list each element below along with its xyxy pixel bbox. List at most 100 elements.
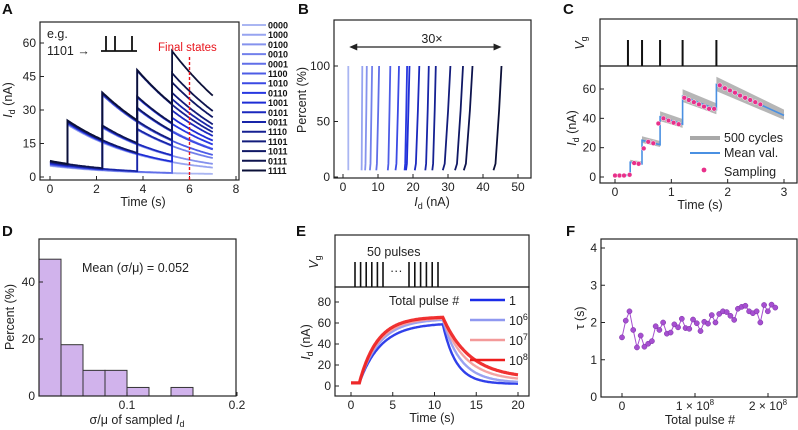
c-vg-sub: g: [579, 36, 589, 41]
f-tau-point: [768, 301, 775, 308]
c-y-tick-label: 40: [583, 111, 597, 125]
b-arrow-label: 30×: [421, 32, 442, 46]
f-tau-point: [693, 320, 700, 327]
d-y-tick-label: 20: [22, 332, 36, 346]
e-y-tick-label: 20: [318, 358, 332, 372]
b-xlabel-sub: d: [418, 201, 423, 211]
b-series-0101: [413, 65, 421, 171]
c-ylabel-main: I: [565, 142, 579, 146]
c-sampling-point: [676, 121, 682, 127]
c-sampling-point: [691, 99, 697, 105]
a-legend-label: 1000: [268, 30, 288, 40]
d-histogram-bar: [60, 344, 84, 397]
c-sampling-point: [752, 99, 758, 105]
e-vg-main: V: [307, 259, 321, 269]
f-tau-point: [697, 328, 704, 334]
f-tau-point: [675, 324, 681, 331]
c-plot-area: [599, 65, 798, 184]
c-legend-cycles: 500 cycles: [724, 131, 783, 145]
c-sampling-point: [665, 117, 672, 124]
c-sampling-point: [732, 90, 738, 96]
c-sampling-point: [670, 120, 677, 126]
b-x-tick-label: 0: [340, 180, 347, 194]
e-pulses-label: 50 pulses: [367, 245, 421, 259]
f-tau-point: [641, 343, 648, 350]
c-xlabel: Time (s): [677, 198, 722, 212]
a-series-0110: [49, 95, 214, 171]
e-ylabel-main: I: [299, 356, 313, 360]
f-tau-point: [626, 308, 633, 315]
e-legend-label-base: 1: [509, 294, 516, 308]
b-series-0100: [364, 65, 368, 171]
e-ellipsis: ···: [390, 264, 403, 278]
c-sampling-point: [681, 95, 687, 101]
e-vg-sub: g: [313, 255, 323, 260]
c-x-tick-label: 1: [668, 185, 675, 199]
b-series-1111: [492, 65, 503, 171]
d-xlabel-sub: d: [179, 419, 184, 429]
f-x-tick-mantissa: 2 × 10: [749, 399, 783, 413]
f-x-tick-exponent: 8: [783, 398, 788, 407]
c-y-tick-label: 20: [583, 141, 597, 155]
c-sampling-point: [742, 95, 748, 101]
b-series-1010: [394, 65, 400, 171]
f-tau-point: [727, 312, 734, 319]
e-vg-label: Vg: [307, 255, 323, 268]
d-xlabel-it: I: [176, 413, 180, 427]
b-series-1000: [360, 65, 364, 171]
c-sampling-point: [727, 87, 733, 94]
a-y-tick-label: 60: [23, 36, 37, 50]
a-legend-label: 1100: [268, 69, 288, 79]
d-histogram-bar: [82, 369, 106, 397]
a-legend-label: 1010: [268, 79, 288, 89]
a-ylabel-main: I: [1, 114, 15, 118]
d-xlabel: σ/μ of sampled Id: [90, 413, 185, 429]
chart-marks: 0 2 4 6 801530456000001000010000100001110010…: [22, 18, 798, 413]
f-y-tick-label: 3: [590, 278, 597, 292]
a-plot-area: [39, 21, 240, 181]
c-sampling-point: [626, 172, 633, 178]
a-legend-label: 0001: [268, 59, 288, 69]
f-tau-point: [686, 325, 693, 332]
a-legend-label: 1101: [268, 137, 288, 147]
c-sampling-point: [717, 82, 723, 88]
d-x-tick-label: 0.1: [119, 398, 136, 412]
panel-letter-f: F: [566, 223, 575, 240]
c-sampling-point: [701, 103, 707, 110]
c-vg-main: V: [573, 40, 587, 50]
b-arrow-left-icon: [349, 43, 358, 51]
panel-letter-a: A: [2, 1, 13, 18]
b-series-1101: [441, 65, 452, 171]
c-vg-label: Vg: [573, 36, 589, 49]
e-y-tick-label: 40: [318, 337, 332, 351]
a-series-0011: [49, 97, 214, 172]
f-tau-point: [630, 327, 637, 333]
a-x-tick-label: 4: [140, 182, 147, 196]
c-y-tick-label: 60: [583, 82, 597, 96]
b-x-tick-label: 20: [406, 180, 420, 194]
e-legend-label: 106: [509, 312, 528, 328]
c-sampling-point: [722, 85, 728, 91]
e-ylabel: Id (nA): [299, 324, 315, 360]
c-ylabel: Id (nA): [565, 110, 581, 146]
f-y-tick-label: 0: [590, 390, 597, 404]
c-sampling-point: [641, 145, 647, 152]
e-y-tick-label: 60: [318, 316, 332, 330]
d-histogram-bar: [170, 386, 194, 397]
c-x-tick-label: 3: [781, 185, 788, 199]
f-x-tick-label: 2 × 108: [749, 398, 788, 413]
f-x-tick-mantissa: 1 × 10: [676, 399, 710, 413]
c-legend-mean: Mean val.: [724, 146, 778, 160]
b-y-tick-label: 100: [310, 59, 330, 73]
e-legend-label-base: 10: [509, 334, 523, 348]
c-legend-sampling-swatch: [701, 167, 707, 173]
e-legend-label: 108: [509, 352, 528, 368]
f-x-tick-exponent: 8: [710, 398, 715, 407]
e-legend-label-exponent: 8: [523, 352, 528, 362]
b-series-1110: [431, 65, 437, 171]
a-xlabel: Time (s): [120, 195, 165, 209]
a-series-0111: [49, 70, 214, 170]
d-plot-area: [38, 238, 237, 397]
a-legend-label: 1111: [268, 166, 287, 176]
c-ylabel-rest: (nA): [565, 110, 579, 137]
